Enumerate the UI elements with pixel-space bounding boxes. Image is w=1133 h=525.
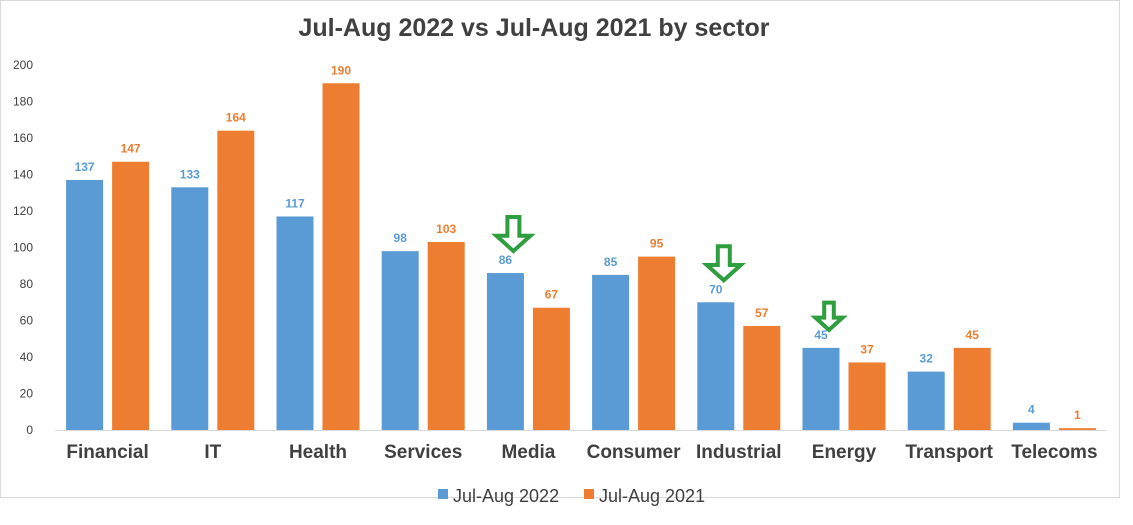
data-label: 45 <box>814 328 828 342</box>
bar-jul-aug-2021 <box>848 362 886 430</box>
y-tick-label: 120 <box>13 204 33 218</box>
data-label: 1 <box>1074 408 1081 422</box>
bar-jul-aug-2021 <box>532 307 570 430</box>
bar-jul-aug-2021 <box>1058 428 1096 430</box>
category-label: Financial <box>66 442 148 463</box>
data-label: 117 <box>285 196 305 210</box>
category-labels-group: Financial IT Health Services Media Consumer In… <box>66 442 1097 463</box>
category-label: Services <box>384 442 462 463</box>
bar-jul-aug-2021 <box>322 83 360 430</box>
data-label: 133 <box>180 167 200 181</box>
bar-jul-aug-2022 <box>486 273 524 430</box>
data-label: 4 <box>1028 403 1035 417</box>
y-tick-label: 60 <box>20 314 34 328</box>
data-label: 45 <box>966 328 980 342</box>
y-tick-label: 40 <box>20 350 34 364</box>
data-label: 147 <box>121 142 141 156</box>
y-tick-label: 140 <box>13 168 33 182</box>
data-label: 67 <box>545 288 559 302</box>
bar-jul-aug-2022 <box>697 302 735 430</box>
bar-jul-aug-2021 <box>953 347 991 430</box>
data-label: 85 <box>604 255 618 269</box>
data-label: 103 <box>436 222 456 236</box>
data-label: 98 <box>394 231 408 245</box>
bar-jul-aug-2022 <box>1012 422 1050 430</box>
data-label: 190 <box>331 63 351 77</box>
bar-jul-aug-2022 <box>592 274 630 430</box>
y-tick-label: 20 <box>20 387 34 401</box>
bar-jul-aug-2022 <box>171 187 209 430</box>
bar-jul-aug-2021 <box>427 242 465 430</box>
data-label: 164 <box>226 111 246 125</box>
bar-jul-aug-2022 <box>276 216 314 430</box>
bars-group <box>66 83 1096 430</box>
legend: Jul-Aug 2022 Jul-Aug 2021 <box>438 486 705 506</box>
legend-label: Jul-Aug 2021 <box>599 486 705 506</box>
y-tick-label: 0 <box>26 423 33 437</box>
y-tick-label: 100 <box>13 241 33 255</box>
data-label: 57 <box>755 306 769 320</box>
legend-swatch <box>438 489 448 499</box>
bar-jul-aug-2021 <box>217 130 255 430</box>
category-label: Industrial <box>696 442 782 463</box>
bar-jul-aug-2021 <box>638 256 676 430</box>
data-label: 95 <box>650 237 664 251</box>
data-label: 86 <box>499 253 513 267</box>
bar-jul-aug-2021 <box>112 161 150 430</box>
bar-jul-aug-2022 <box>802 347 840 430</box>
y-axis: 0 20 40 60 80 100 120 140 160 180 200 <box>13 58 1107 437</box>
down-arrow-icon <box>491 215 536 254</box>
y-tick-label: 160 <box>13 131 33 145</box>
y-tick-label: 80 <box>20 277 34 291</box>
category-label: Health <box>289 442 347 463</box>
bar-jul-aug-2022 <box>66 179 104 430</box>
data-label: 137 <box>75 160 95 174</box>
data-label: 32 <box>920 352 934 366</box>
data-labels-group: 137 147 133 164 117 190 98 103 86 67 85 95 70 57 45 37 3… <box>75 63 1081 422</box>
category-label: IT <box>204 442 221 463</box>
y-tick-label: 180 <box>13 95 33 109</box>
category-label: Media <box>501 442 555 463</box>
legend-label: Jul-Aug 2022 <box>453 486 559 506</box>
bar-jul-aug-2022 <box>907 371 945 430</box>
legend-swatch <box>584 489 594 499</box>
chart-title: Jul-Aug 2022 vs Jul-Aug 2021 by sector <box>298 14 770 42</box>
category-label: Transport <box>905 442 993 463</box>
category-label: Energy <box>812 442 877 463</box>
bar-jul-aug-2021 <box>743 325 781 430</box>
down-arrow-icon <box>810 300 848 333</box>
data-label: 70 <box>709 282 723 296</box>
bar-jul-aug-2022 <box>381 251 419 430</box>
category-label: Consumer <box>587 442 682 463</box>
annotation-arrows-group <box>491 215 848 333</box>
y-tick-label: 200 <box>13 58 33 72</box>
down-arrow-icon <box>701 244 747 283</box>
category-label: Telecoms <box>1011 442 1097 463</box>
data-label: 37 <box>860 342 874 356</box>
